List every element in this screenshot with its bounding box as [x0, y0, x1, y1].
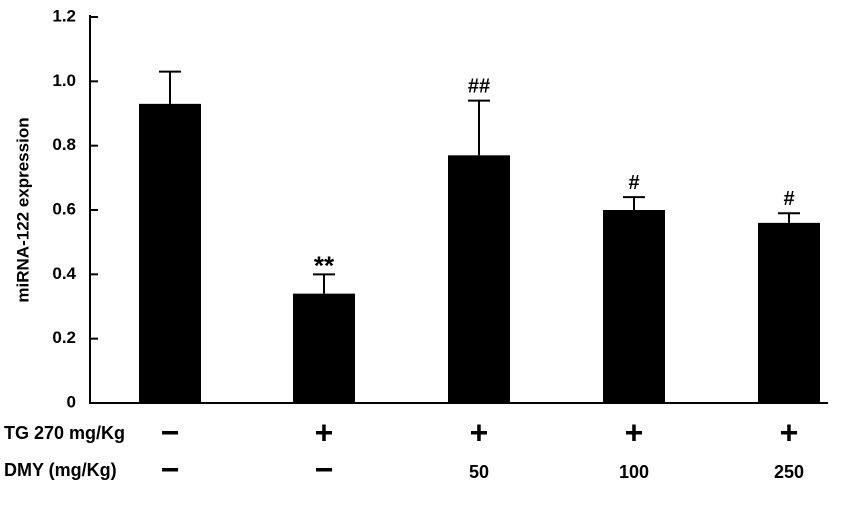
treatment-row-value: −	[161, 414, 180, 450]
bar	[448, 155, 510, 403]
significance-label: #	[783, 188, 794, 210]
y-tick-label: 1.0	[52, 71, 76, 90]
treatment-row-value: 100	[619, 462, 649, 482]
treatment-row-label: DMY (mg/Kg)	[4, 460, 117, 480]
significance-label: ##	[468, 76, 490, 98]
y-tick-label: 0	[67, 392, 76, 411]
bar	[603, 210, 665, 403]
y-tick-label: 0.8	[52, 135, 76, 154]
treatment-row-value: +	[470, 414, 489, 450]
bar	[293, 293, 355, 403]
y-tick-label: 0.4	[52, 264, 76, 283]
bar	[139, 103, 201, 403]
y-tick-label: 1.2	[52, 6, 76, 25]
y-axis-label: miRNA-122 expression	[13, 117, 32, 302]
treatment-row-value: 50	[469, 462, 489, 482]
y-tick-label: 0.6	[52, 199, 76, 218]
treatment-table: TG 270 mg/Kg − + + + +DMY (mg/Kg) − −50 100 250	[4, 414, 804, 487]
significance-label: #	[628, 172, 639, 194]
treatment-row-value: −	[161, 451, 180, 487]
treatment-row-value: +	[780, 414, 799, 450]
treatment-row-label: TG 270 mg/Kg	[4, 423, 125, 443]
treatment-row-value: 250	[774, 462, 804, 482]
y-tick-label: 0.2	[52, 328, 76, 347]
treatment-row-value: +	[315, 414, 334, 450]
bar-group: **####	[139, 70, 820, 403]
chart-axes: 0 0.2 0.4 0.6 0.8 1.0 1.2	[52, 6, 828, 411]
bar	[758, 222, 820, 403]
treatment-row-value: +	[625, 414, 644, 450]
treatment-row-value: −	[315, 451, 334, 487]
significance-label: **	[314, 250, 335, 280]
